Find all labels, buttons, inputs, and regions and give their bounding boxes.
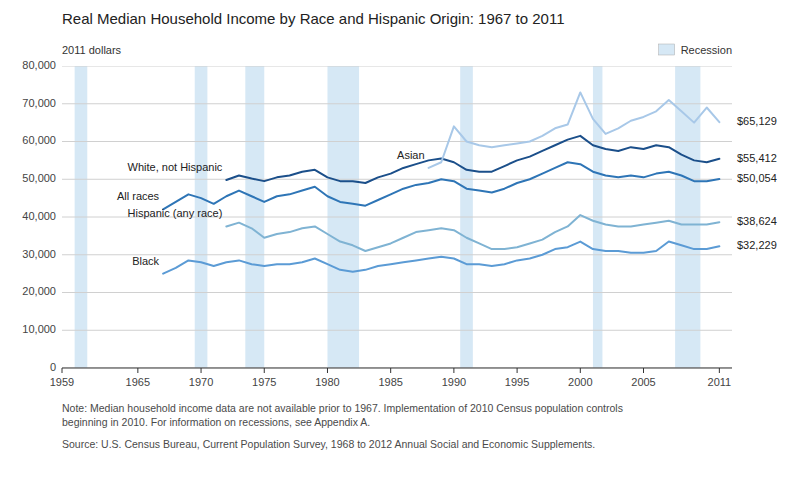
legend: Recession: [659, 44, 732, 56]
grid-line: [62, 179, 732, 180]
end-value-label: $65,129: [737, 115, 777, 127]
x-tick-label: 1970: [189, 376, 213, 388]
note: Note: Median household income data are n…: [62, 402, 623, 428]
end-value-label: $55,412: [737, 152, 777, 164]
x-tick: [453, 368, 454, 373]
grid-line: [62, 141, 732, 142]
series-line: [163, 242, 719, 274]
y-tick-label: 10,000: [22, 323, 56, 335]
legend-swatch: [659, 44, 675, 55]
source: Source: U.S. Census Bureau, Current Popu…: [62, 438, 595, 450]
x-tick-label: 1985: [378, 376, 402, 388]
x-tick: [327, 368, 328, 373]
grid-line: [62, 103, 732, 104]
x-tick: [719, 368, 720, 373]
series-label: Asian: [397, 149, 425, 161]
y-tick-label: 70,000: [22, 97, 56, 109]
grid-line: [62, 292, 732, 293]
series: [163, 92, 719, 273]
end-value-label: $32,229: [737, 239, 777, 251]
series-line: [429, 92, 720, 167]
end-value-label: $38,624: [737, 215, 777, 227]
y-axis: 0 10,000 20,000 30,000 40,000 50,000 60,000 70,…: [22, 59, 56, 373]
note-line: beginning in 2010. For information on re…: [62, 416, 370, 428]
x-tick-label: 1959: [50, 376, 74, 388]
series-label: Hispanic (any race): [128, 207, 223, 219]
x-tick-label: 1980: [315, 376, 339, 388]
y-tick-label: 40,000: [22, 210, 56, 222]
chart: Real Median Household Income by Race and…: [0, 0, 800, 487]
x-tick: [643, 368, 644, 373]
series-labels: Black Hispanic (any race) All races White, …: [117, 149, 425, 267]
x-tick-label: 1975: [252, 376, 276, 388]
grid-line: [62, 368, 732, 369]
y-axis-label: 2011 dollars: [62, 44, 122, 56]
x-tick-label: 2011: [708, 376, 732, 388]
plot-area: [62, 66, 732, 368]
x-tick: [390, 368, 391, 373]
x-tick-label: 2000: [568, 376, 592, 388]
x-tick-label: 1965: [126, 376, 150, 388]
series-label: White, not Hispanic: [128, 161, 223, 173]
right-labels: $65,129 $55,412 $50,054 $38,624 $32,229: [737, 115, 777, 251]
y-tick-label: 20,000: [22, 285, 56, 297]
x-axis: 1959 1965 1970 1975 1980 1985 1990 1995 2000 2005…: [50, 368, 732, 388]
x-tick: [580, 368, 581, 373]
end-value-label: $50,054: [737, 172, 777, 184]
series-line: [226, 215, 719, 251]
series-label: Black: [132, 255, 159, 267]
grid-line: [62, 330, 732, 331]
x-tick-label: 2005: [631, 376, 655, 388]
y-tick-label: 60,000: [22, 134, 56, 146]
series-line: [163, 162, 719, 209]
x-tick: [137, 368, 138, 373]
grid-line: [62, 66, 732, 67]
x-tick: [201, 368, 202, 373]
series-label: All races: [117, 190, 160, 202]
y-tick-label: 0: [50, 361, 56, 373]
title: Real Median Household Income by Race and…: [62, 10, 565, 27]
y-tick-label: 30,000: [22, 248, 56, 260]
x-tick: [517, 368, 518, 373]
x-tick: [62, 368, 63, 373]
x-tick: [264, 368, 265, 373]
legend-label: Recession: [681, 44, 732, 56]
grid-line: [62, 254, 732, 255]
y-tick-label: 80,000: [22, 59, 56, 71]
x-tick-label: 1990: [442, 376, 466, 388]
x-axis-line: [62, 368, 732, 369]
y-tick-label: 50,000: [22, 172, 56, 184]
note-line: Note: Median household income data are n…: [62, 402, 623, 414]
x-tick-label: 1995: [505, 376, 529, 388]
